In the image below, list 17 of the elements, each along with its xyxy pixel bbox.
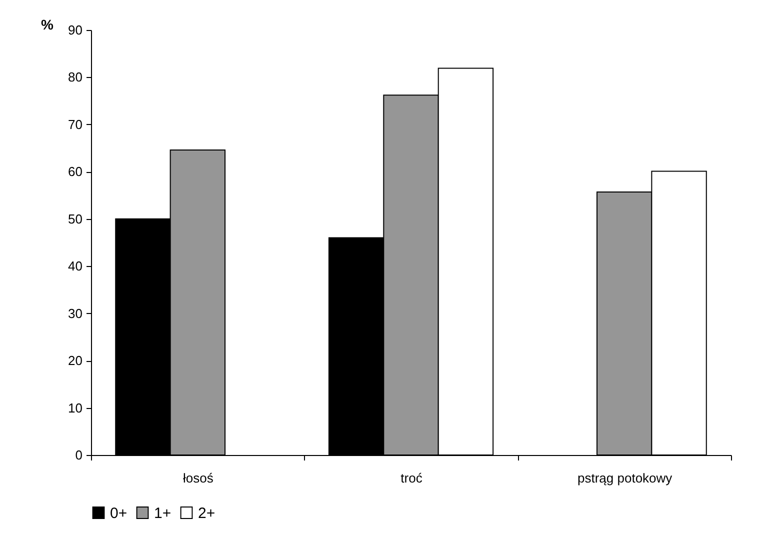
y-tick-label: 10 — [68, 400, 82, 416]
y-tick-label: 90 — [68, 22, 82, 38]
x-tick-label: troć — [400, 470, 423, 486]
legend-label: 0+ — [110, 504, 128, 522]
y-tick-label: 30 — [68, 306, 82, 321]
x-tick-label: pstrąg potokowy — [577, 470, 673, 486]
y-axis-title: % — [41, 16, 54, 32]
y-tick-label: 60 — [68, 164, 82, 180]
y-tick-label: 0 — [75, 448, 82, 462]
legend-label: 1+ — [154, 504, 172, 522]
y-tick-label: 70 — [68, 116, 82, 132]
y-tick-label: 40 — [68, 258, 82, 274]
legend-label: 2+ — [198, 504, 216, 522]
y-tick-label: 20 — [68, 353, 82, 368]
x-tick-label: łosoś — [182, 470, 214, 486]
y-tick-label: 80 — [68, 70, 82, 85]
y-tick-label: 50 — [68, 211, 82, 226]
